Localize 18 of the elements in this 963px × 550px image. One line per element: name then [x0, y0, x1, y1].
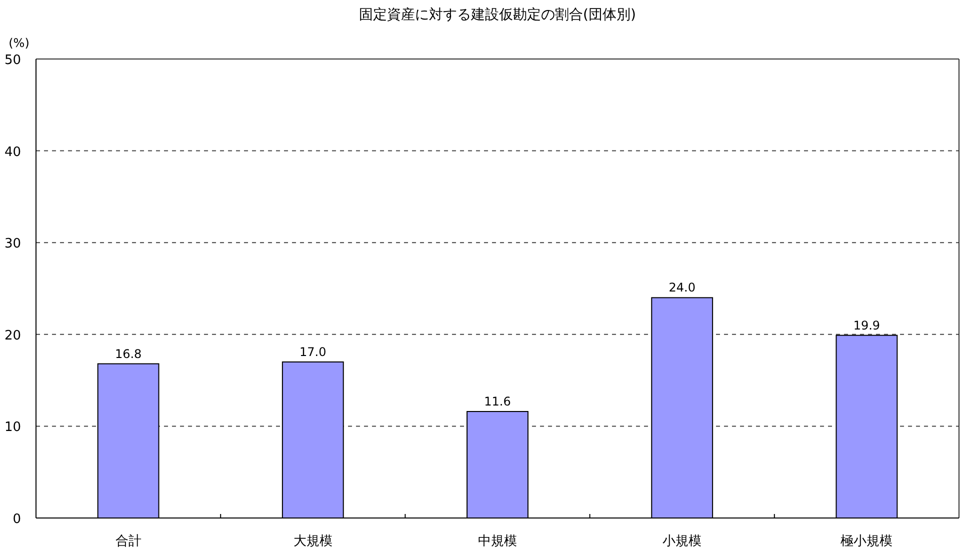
ylabel: (%)	[8, 36, 30, 50]
xtick: 小規模	[662, 534, 702, 549]
data-label: 24.0	[668, 280, 696, 295]
ytick: 0	[12, 512, 21, 527]
data-label: 16.8	[114, 346, 142, 361]
ytick: 20	[4, 328, 21, 344]
ytick: 50	[4, 53, 21, 68]
ytick: 10	[4, 420, 21, 436]
title: 固定資産に対する建設仮勘定の割合(団体別)	[359, 7, 636, 23]
ytick: 40	[4, 144, 21, 160]
xtick: 合計	[115, 534, 142, 549]
ytick: 30	[4, 236, 21, 252]
xtick: 極小規模	[840, 534, 893, 549]
xtick: 中規模	[478, 534, 517, 549]
data-label: 11.6	[484, 394, 511, 408]
xtick: 大規模	[293, 534, 332, 549]
data-label: 19.9	[853, 318, 880, 332]
data-label: 17.0	[300, 344, 326, 359]
